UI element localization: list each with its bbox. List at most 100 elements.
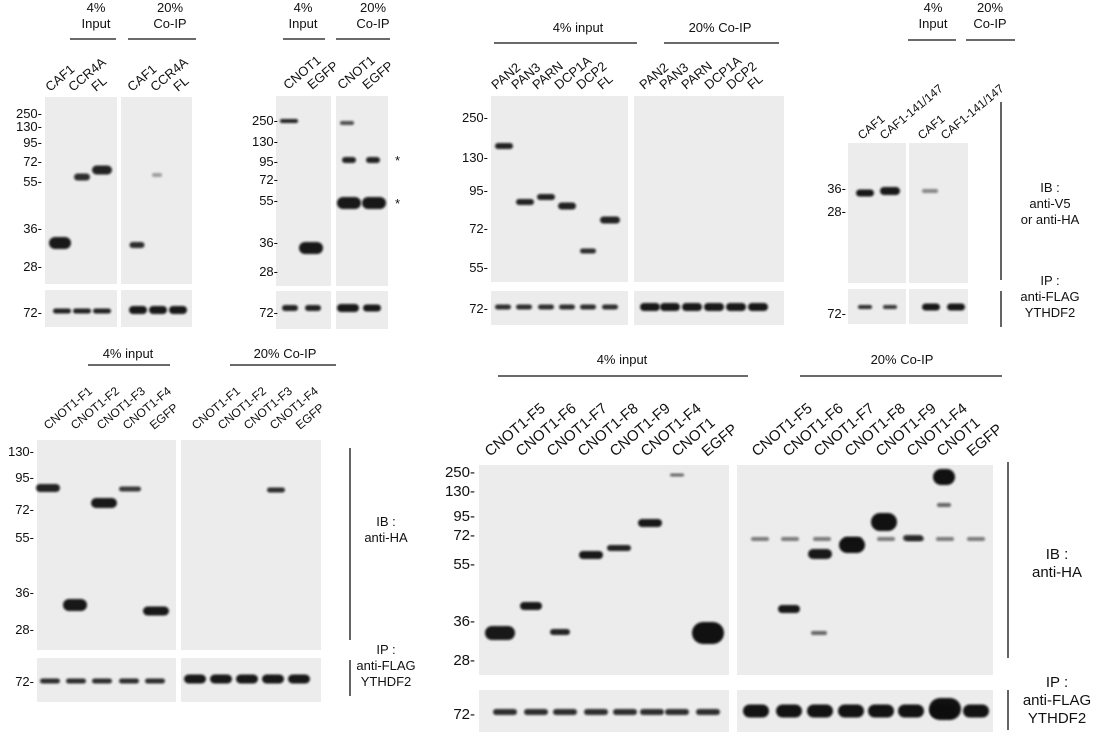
group-label: 4% Input xyxy=(289,0,318,31)
blot-band xyxy=(267,487,285,493)
mw-marker: 95- xyxy=(23,135,42,150)
blot-membrane xyxy=(491,96,628,282)
blot-band xyxy=(282,305,298,311)
group-label: 20% Co-IP xyxy=(356,0,389,31)
blot-band xyxy=(119,678,139,684)
ip-label: IP : anti-FLAG YTHDF2 xyxy=(1020,273,1079,320)
blot-membrane xyxy=(336,96,388,286)
blot-band xyxy=(66,678,86,684)
blot-band xyxy=(558,202,576,210)
group-label: 4% input xyxy=(597,352,648,367)
mw-marker: 36- xyxy=(15,585,34,600)
mw-marker: 95- xyxy=(259,154,278,169)
blot-band xyxy=(262,674,284,684)
ib-label: IB : anti-HA xyxy=(1032,546,1082,581)
mw-marker: 72- xyxy=(259,305,278,320)
blot-band xyxy=(340,121,354,125)
lane-label: FL xyxy=(88,73,109,94)
blot-band xyxy=(682,303,702,311)
blot-band xyxy=(660,303,680,311)
blot-band xyxy=(877,537,895,541)
blot-band xyxy=(537,194,555,200)
blot-membrane xyxy=(737,465,993,675)
blot-band xyxy=(808,549,832,559)
mw-marker: 130- xyxy=(8,444,34,459)
blot-band xyxy=(807,704,833,718)
blot-band xyxy=(858,305,872,309)
mw-marker: 72- xyxy=(453,706,475,723)
blot-band xyxy=(933,469,955,485)
blot-membrane xyxy=(479,465,729,675)
lane-label: FL xyxy=(170,73,191,94)
mw-marker: 36- xyxy=(453,613,475,630)
mw-marker: 250- xyxy=(16,106,42,121)
mw-marker: 36- xyxy=(827,181,846,196)
blot-band xyxy=(813,537,831,541)
blot-band xyxy=(236,674,258,684)
lane-label: FL xyxy=(594,71,615,92)
blot-band xyxy=(49,237,71,249)
asterisk-mark: * xyxy=(395,196,400,211)
blot-band xyxy=(553,709,577,715)
blot-band xyxy=(145,678,165,684)
blot-band xyxy=(119,486,141,492)
blot-band xyxy=(520,602,542,610)
ip-label: IP : anti-FLAG YTHDF2 xyxy=(356,642,415,689)
blot-band xyxy=(898,704,924,718)
blot-band xyxy=(580,304,596,310)
mw-marker: 130- xyxy=(462,150,488,165)
blot-band xyxy=(670,473,684,477)
blot-band xyxy=(947,303,965,311)
mw-marker: 250- xyxy=(252,113,278,128)
blot-membrane xyxy=(181,440,321,650)
group-label: 4% Input xyxy=(82,0,111,31)
mw-marker: 72- xyxy=(259,172,278,187)
mw-marker: 55- xyxy=(469,260,488,275)
blot-band xyxy=(485,626,515,640)
blot-band xyxy=(936,537,954,541)
blot-band xyxy=(149,306,167,314)
mw-marker: 250- xyxy=(445,464,475,481)
blot-band xyxy=(607,545,631,551)
blot-band xyxy=(963,704,989,718)
blot-membrane xyxy=(45,97,117,284)
blot-band xyxy=(538,304,554,310)
blot-band xyxy=(903,535,923,541)
blot-band xyxy=(856,189,874,197)
blot-band xyxy=(366,157,380,163)
blot-band xyxy=(839,537,865,553)
mw-marker: 95- xyxy=(453,508,475,525)
mw-marker: 72- xyxy=(469,301,488,316)
blot-band xyxy=(665,709,689,715)
group-label: 20% Co-IP xyxy=(689,20,752,35)
blot-band xyxy=(838,704,864,718)
blot-membrane xyxy=(909,143,968,283)
blot-band xyxy=(868,704,894,718)
blot-band xyxy=(143,606,169,616)
blot-band xyxy=(305,305,321,311)
group-label: 4% input xyxy=(103,346,154,361)
mw-marker: 55- xyxy=(15,530,34,545)
blot-band xyxy=(579,551,603,559)
blot-band xyxy=(871,513,897,531)
blot-band xyxy=(880,187,900,195)
mw-marker: 95- xyxy=(15,470,34,485)
mw-marker: 72- xyxy=(15,674,34,689)
mw-marker: 28- xyxy=(827,204,846,219)
lane-label: CAF1-141/147 xyxy=(938,81,1007,142)
blot-band xyxy=(524,709,548,715)
blot-membrane xyxy=(634,96,784,282)
blot-band xyxy=(883,305,897,309)
blot-band xyxy=(92,165,112,175)
group-label: 20% Co-IP xyxy=(153,0,186,31)
blot-band xyxy=(337,304,359,312)
group-label: 20% Co-IP xyxy=(254,346,317,361)
blot-band xyxy=(580,248,596,254)
blot-band xyxy=(493,709,517,715)
blot-band xyxy=(811,631,827,635)
mw-marker: 28- xyxy=(23,259,42,274)
mw-marker: 72- xyxy=(827,306,846,321)
blot-band xyxy=(93,308,111,314)
blot-band xyxy=(495,143,513,149)
mw-marker: 72- xyxy=(469,221,488,236)
